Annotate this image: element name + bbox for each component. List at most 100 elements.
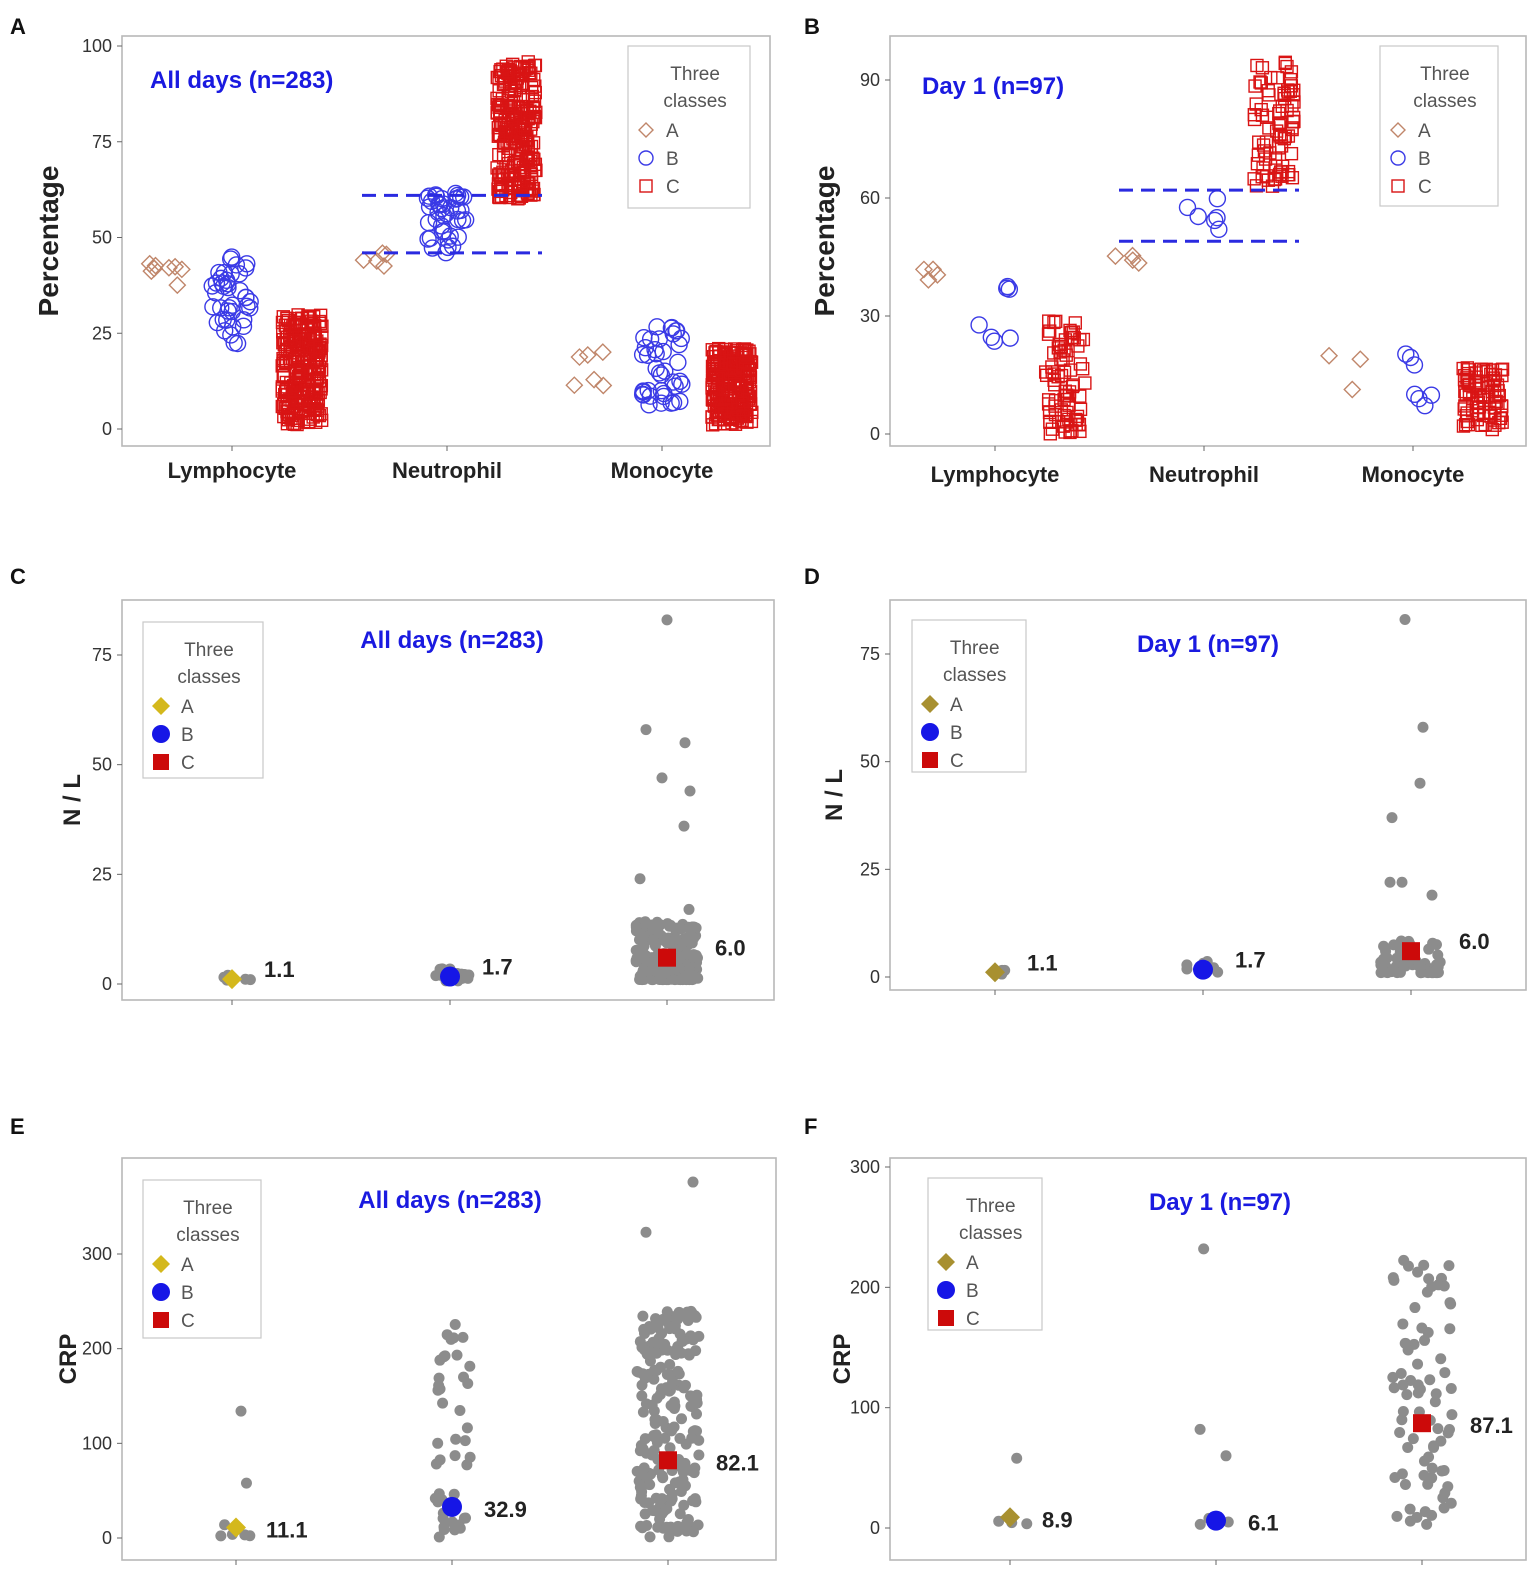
point-class-b [1189,207,1207,226]
median-label-a: 1.1 [264,957,295,982]
data-point [682,1348,694,1360]
point-class-c [525,80,539,95]
data-point [644,1531,656,1543]
data-point [644,1479,656,1491]
point-class-c [520,106,534,121]
point-class-c [503,64,517,78]
data-point [235,1405,247,1417]
point-class-b [985,332,1004,350]
median-label-b: 1.7 [1235,948,1266,973]
legend: Three classes ABC [911,619,1027,773]
point-class-b [235,311,253,329]
panel-e-points: 11.1 32.9 82.1 [215,1176,759,1543]
y-tick-label: 100 [850,1398,880,1418]
data-point [678,820,690,832]
point-class-c [1063,323,1077,338]
point-class-b [646,340,664,359]
point-class-b [638,150,654,166]
panel-letter-b: B [804,14,820,39]
point-class-a [1320,346,1339,365]
point-class-b [1410,389,1428,408]
legend-title: classes [176,1225,239,1246]
point-class-c [304,339,318,354]
point-class-c [301,320,315,334]
legend-item-c: C [181,753,195,774]
point-class-c [492,184,507,199]
data-point [681,948,693,960]
x-category-label: Neutrophil [392,458,502,483]
data-point [682,1518,694,1530]
legend-item-b: B [666,149,679,170]
point-class-c [1062,412,1076,427]
data-point [1446,1409,1458,1421]
point-class-a [593,343,612,362]
median-marker-b [1193,959,1213,980]
point-class-c [313,308,328,323]
data-point [676,1413,688,1425]
data-point [1426,1462,1438,1474]
data-point [684,785,696,797]
data-point [648,1373,660,1385]
point-class-c [1078,376,1092,390]
data-point [445,1333,457,1345]
median-marker-a [152,697,170,715]
median-marker-a [226,1517,246,1538]
data-point [1384,876,1396,888]
data-point [630,956,642,968]
y-tick-label: 75 [92,132,112,152]
legend-box [627,45,751,209]
data-point [1397,1318,1409,1330]
median-marker-c [938,1310,954,1326]
point-class-c [709,344,723,359]
point-class-c [1062,398,1076,412]
median-marker-a [921,695,939,713]
data-point [1394,1427,1406,1439]
point-class-c [1280,103,1294,118]
legend-title: classes [943,665,1006,686]
median-marker-a [222,969,242,990]
point-class-c [718,407,732,421]
point-class-c [1048,399,1062,413]
data-point [666,1425,678,1437]
data-point [1444,1323,1456,1335]
panel-letter-d: D [804,564,820,589]
data-point [1198,1243,1210,1255]
data-point [639,1496,651,1508]
median-marker-c [153,754,169,770]
data-point [1402,1441,1414,1453]
point-class-c [1456,419,1471,433]
point-class-c [1253,75,1267,89]
legend-item-c: C [966,1309,980,1330]
data-point [1407,1433,1419,1445]
point-class-c [1256,161,1270,175]
point-class-c [516,93,530,107]
panel-a-frame [121,35,771,447]
data-point [457,1331,469,1343]
point-class-b [427,210,445,229]
point-class-c [1494,399,1509,413]
point-class-b [1208,189,1227,208]
data-point [434,1454,446,1466]
data-point [464,1360,476,1372]
data-point [1396,876,1408,888]
point-class-a [146,256,165,275]
point-class-c [292,352,306,366]
data-point [664,1442,676,1454]
point-class-a [570,348,589,367]
point-class-b [670,335,688,354]
point-class-b [241,293,259,311]
data-point [454,1522,466,1534]
point-class-c [1466,392,1480,406]
data-point [432,1384,444,1396]
data-point [675,973,687,985]
y-axis-label: N / L [821,769,848,821]
data-point [1419,1506,1431,1518]
median-label-c: 87.1 [1470,1413,1513,1438]
point-class-b [223,296,242,314]
data-point [1011,1452,1023,1464]
point-class-c [519,132,533,146]
point-class-c [735,409,749,424]
data-point [1438,1502,1450,1514]
point-class-b [673,375,691,393]
panel-f-frame [889,1157,1527,1561]
